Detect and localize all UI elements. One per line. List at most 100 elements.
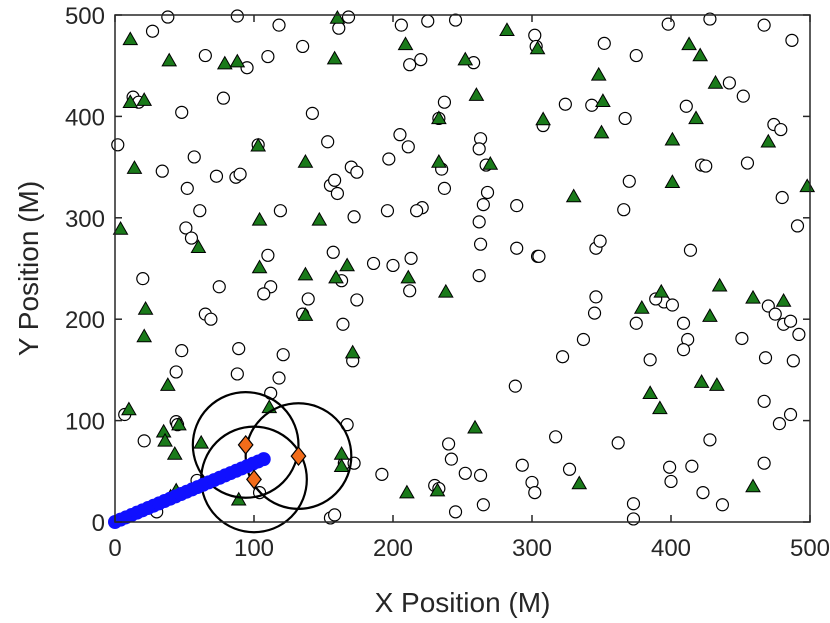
open-circle-point — [175, 105, 189, 119]
open-circle-point — [380, 204, 395, 218]
triangle-point — [297, 266, 314, 281]
open-circle-point — [442, 437, 456, 451]
open-circle-point — [272, 371, 286, 385]
open-circle-point — [783, 407, 798, 422]
triangle-point — [400, 269, 417, 284]
open-circle-point — [703, 12, 717, 26]
open-circle-point — [618, 111, 632, 126]
y-tick-label: 300 — [65, 206, 105, 233]
open-circle-point — [414, 53, 428, 67]
triangle-point — [707, 74, 724, 89]
open-circle-point — [347, 210, 361, 224]
triangle-point — [653, 283, 670, 298]
open-circle-point — [558, 97, 572, 111]
x-tick-label: 0 — [108, 535, 121, 562]
diamond-point — [290, 446, 307, 467]
open-circle-point — [597, 36, 611, 50]
open-circle-point — [233, 167, 247, 181]
open-circle-point — [401, 140, 415, 154]
open-circle-point — [403, 58, 417, 72]
triangle-point — [126, 160, 143, 174]
triangle-point — [137, 301, 154, 315]
triangle-point — [397, 36, 414, 51]
open-circle-point — [676, 316, 691, 330]
triangle-point — [399, 484, 415, 499]
triangle-point — [326, 50, 343, 65]
open-circle-point — [350, 165, 364, 179]
open-circle-point — [665, 298, 679, 312]
y-tick-label: 400 — [65, 104, 105, 131]
open-circle-point — [473, 237, 488, 251]
triangle-point — [136, 328, 153, 343]
triangle-point — [171, 416, 187, 431]
open-circle-point — [585, 98, 599, 112]
open-circle-point — [617, 203, 631, 217]
open-circle-point — [676, 343, 691, 357]
open-circle-point — [562, 462, 577, 476]
open-circle-point — [576, 332, 591, 347]
x-tick-label: 300 — [512, 535, 552, 562]
triangle-point — [311, 211, 328, 226]
open-circle-point — [515, 458, 529, 472]
triangle-point — [328, 269, 344, 284]
triangle-point — [593, 124, 610, 139]
x-tick-label: 200 — [373, 535, 413, 562]
open-circle-point — [305, 106, 319, 120]
open-circle-point — [510, 199, 524, 213]
open-circle-point — [448, 13, 463, 27]
open-circle-point — [179, 221, 193, 235]
triangle-point — [595, 93, 611, 107]
open-circle-point — [679, 99, 693, 113]
triangle-point — [251, 211, 268, 226]
open-circle-point — [330, 186, 344, 201]
triangle-point — [166, 446, 183, 460]
open-circle-point — [257, 287, 271, 301]
triangle-point — [229, 53, 246, 68]
open-circle-point — [296, 39, 310, 54]
open-circle-point — [480, 185, 495, 200]
triangle-point — [333, 458, 350, 472]
open-circle-point — [403, 284, 417, 298]
open-circle-point — [473, 468, 488, 482]
triangle-point — [745, 478, 761, 493]
plot-area — [108, 9, 816, 534]
open-circle-point — [775, 190, 789, 205]
open-circle-point — [532, 249, 546, 263]
triangle-point — [681, 36, 697, 51]
open-circle-point — [643, 353, 657, 367]
path-point — [256, 452, 271, 467]
x-axis-title: X Position (M) — [375, 587, 551, 618]
triangle-point — [642, 385, 659, 399]
open-circle-point — [161, 10, 175, 24]
open-circle-point — [410, 204, 424, 218]
triangle-point — [590, 66, 607, 81]
open-circle-point — [382, 152, 396, 166]
open-circle-point — [476, 198, 490, 212]
open-circle-point — [555, 350, 570, 364]
open-circle-point — [587, 306, 602, 320]
triangle-point — [688, 110, 704, 125]
open-circle-point — [774, 122, 788, 137]
triangle-point — [230, 491, 247, 506]
open-circle-point — [232, 342, 246, 356]
open-circle-point — [261, 49, 275, 64]
triangle-point — [122, 31, 139, 46]
triangle-point — [529, 40, 546, 55]
open-circle-point — [683, 243, 698, 257]
x-tick-label: 500 — [790, 535, 830, 562]
triangle-point — [251, 259, 268, 274]
open-circle-point — [758, 351, 773, 365]
triangle-point — [775, 292, 792, 307]
triangle-point — [112, 220, 129, 235]
open-circle-point — [626, 497, 641, 511]
open-circle-point — [169, 365, 183, 379]
open-circle-point — [209, 169, 224, 183]
triangle-point — [799, 178, 816, 193]
open-circle-point — [273, 204, 288, 218]
open-circle-point — [184, 231, 199, 245]
diamond-point — [246, 469, 262, 490]
open-circle-point — [375, 467, 389, 481]
triangle-point — [431, 154, 447, 168]
triangle-point — [760, 133, 777, 148]
